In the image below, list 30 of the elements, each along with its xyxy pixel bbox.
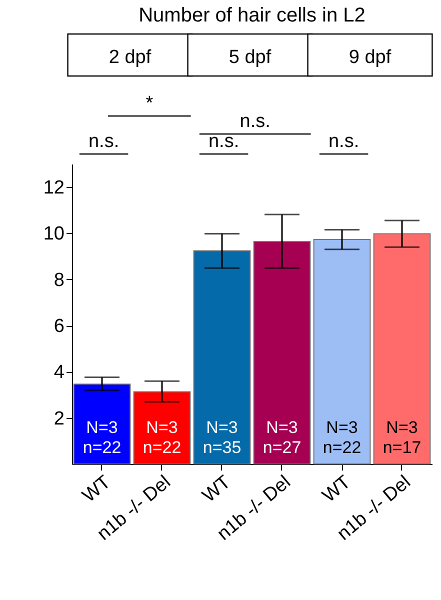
bar: [193, 250, 251, 464]
text: 9 dpf: [348, 47, 392, 68]
data-label: N=3 n=35: [202, 418, 242, 457]
bar: [133, 391, 191, 464]
text: n.s.: [240, 111, 270, 132]
data-label: N=3 n=22: [322, 418, 362, 457]
text: n.s.: [328, 131, 360, 152]
y-tick-label: 8: [54, 270, 64, 291]
text: n.s.: [208, 131, 240, 152]
x-tick-label: WT: [78, 471, 116, 507]
y-tick-label: 4: [54, 362, 65, 384]
text: 5 dpf: [228, 47, 272, 68]
bar: [313, 238, 371, 464]
text: n.s.: [88, 131, 120, 152]
data-label: N=3 n=22: [82, 418, 122, 457]
bar: [73, 384, 131, 464]
chart-title: Number of hair cells in L2: [138, 4, 366, 26]
bar: [373, 233, 431, 464]
x-tick-label: WT: [318, 471, 356, 507]
data-label: N=3 n=27: [262, 418, 302, 457]
y-tick-label: 10: [43, 224, 64, 245]
text: 2 dpf: [108, 47, 152, 68]
bar: [253, 241, 311, 464]
data-label: N=3 n=22: [142, 418, 182, 457]
y-tick-label: 2: [54, 408, 64, 430]
text: *: [146, 93, 154, 114]
x-tick-label: WT: [198, 471, 236, 507]
data-label: N=3 n=17: [382, 418, 422, 457]
y-tick-label: 12: [43, 178, 64, 199]
y-tick-label: 6: [54, 316, 64, 338]
